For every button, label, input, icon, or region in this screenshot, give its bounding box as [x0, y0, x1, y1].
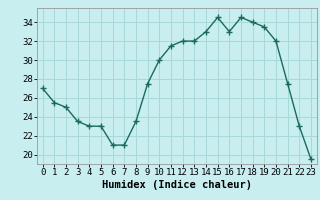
X-axis label: Humidex (Indice chaleur): Humidex (Indice chaleur) — [102, 180, 252, 190]
